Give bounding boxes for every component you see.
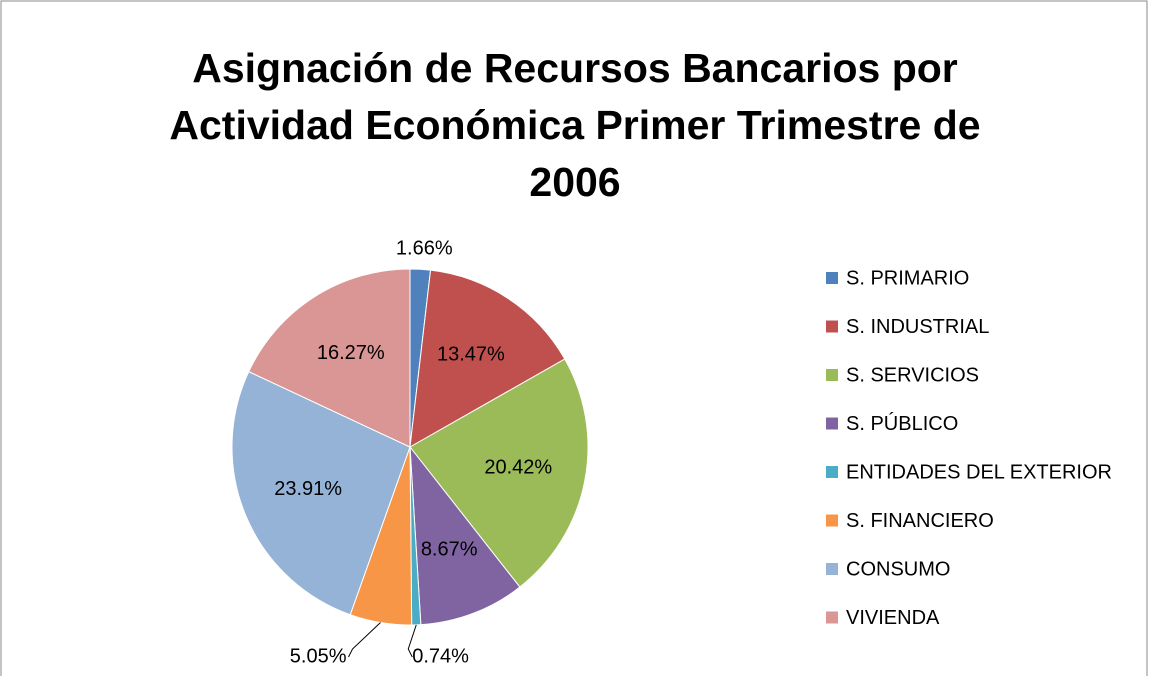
data-label: 16.27% xyxy=(317,342,385,364)
chart-title: Asignación de Recursos Bancarios por Act… xyxy=(169,45,981,205)
legend-swatch xyxy=(826,563,838,575)
legend-label: ENTIDADES DEL EXTERIOR xyxy=(846,461,1112,483)
legend-swatch xyxy=(826,272,838,284)
legend-swatch xyxy=(826,320,838,333)
legend-label: S. PRIMARIO xyxy=(846,267,969,289)
pie-slice xyxy=(409,269,566,448)
data-label: 0.74% xyxy=(412,645,469,667)
pie-slice xyxy=(248,268,411,448)
legend-label: S. SERVICIOS xyxy=(846,364,979,386)
pie-slice xyxy=(231,370,411,616)
legend-swatch xyxy=(826,514,838,527)
pie-slice xyxy=(409,445,521,626)
legend-label: S. INDUSTRIAL xyxy=(846,316,989,338)
legend-label: S. PÚBLICO xyxy=(846,412,958,435)
legend-label: VIVIENDA xyxy=(846,607,940,629)
legend-label: S. FINANCIERO xyxy=(846,510,994,532)
data-label: 23.91% xyxy=(274,478,342,500)
leader-line xyxy=(348,622,381,658)
data-label: 8.67% xyxy=(421,538,478,560)
legend-label: CONSUMO xyxy=(846,558,950,580)
data-label: 20.42% xyxy=(484,457,552,479)
pie-slice xyxy=(409,358,589,588)
data-label: 1.66% xyxy=(396,237,453,259)
legend-swatch xyxy=(826,611,838,624)
data-label: 13.47% xyxy=(437,343,505,365)
data-label: 5.05% xyxy=(290,645,347,667)
legend-swatch xyxy=(826,369,838,381)
legend-swatch xyxy=(826,417,838,430)
legend-swatch xyxy=(826,466,838,478)
leader-line xyxy=(407,624,417,658)
